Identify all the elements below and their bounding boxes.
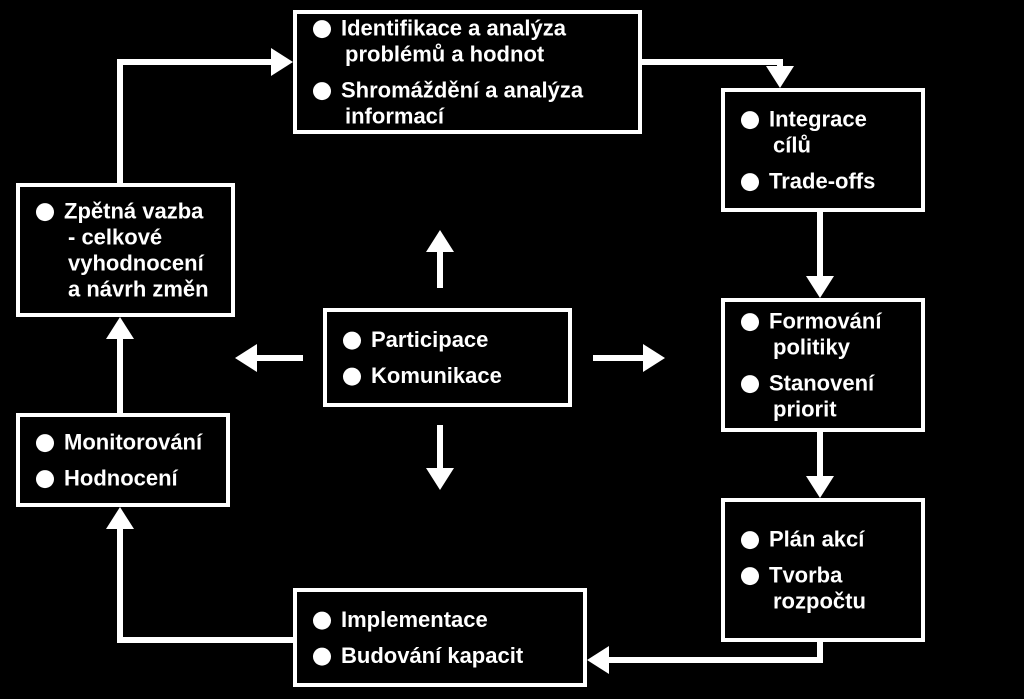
bullet-icon	[741, 313, 759, 331]
node-label: Hodnocení	[64, 466, 179, 491]
arrow-head-icon	[271, 48, 293, 76]
node-label: Identifikace a analýza	[341, 16, 567, 41]
connector-arrow	[640, 62, 780, 75]
arrow-head-icon	[106, 507, 134, 529]
node-label: Integrace	[769, 107, 867, 132]
arrow-head-icon	[806, 476, 834, 498]
bullet-icon	[741, 173, 759, 191]
bullet-icon	[313, 82, 331, 100]
node-label: Formování	[769, 309, 882, 334]
node-label: a návrh změn	[68, 277, 209, 302]
bullet-icon	[741, 531, 759, 549]
node-label: Plán akcí	[769, 527, 865, 552]
bullet-icon	[741, 111, 759, 129]
node-label: politiky	[773, 335, 851, 360]
process-node-n4: Plán akcí Tvorbarozpočtu	[723, 500, 923, 640]
bullet-icon	[741, 567, 759, 585]
arrow-head-icon	[766, 66, 794, 88]
arrow-head-icon	[587, 646, 609, 674]
node-label: Trade-offs	[769, 169, 875, 194]
node-label: vyhodnocení	[68, 251, 205, 276]
process-node-n6: Monitorování Hodnocení	[18, 415, 228, 505]
arrow-head-icon	[235, 344, 257, 372]
bullet-icon	[36, 470, 54, 488]
node-label: Zpětná vazba	[64, 199, 204, 224]
node-label: Komunikace	[371, 363, 502, 388]
node-label: problémů a hodnot	[345, 42, 545, 67]
process-node-n1: Identifikace a analýzaproblémů a hodnot S…	[295, 12, 640, 132]
arrow-head-icon	[806, 276, 834, 298]
process-node-n5: Implementace Budování kapacit	[295, 590, 585, 685]
process-node-n7: Zpětná vazba- celkovévyhodnocenía návrh …	[18, 185, 233, 315]
node-label: priorit	[773, 397, 837, 422]
arrow-head-icon	[426, 230, 454, 252]
node-label: Monitorování	[64, 430, 203, 455]
node-label: Shromáždění a analýza	[341, 78, 584, 103]
process-node-center: Participace Komunikace	[325, 310, 570, 405]
bullet-icon	[741, 375, 759, 393]
node-label: Tvorba	[769, 563, 843, 588]
bullet-icon	[343, 332, 361, 350]
node-label: rozpočtu	[773, 589, 866, 614]
node-label: cílů	[773, 133, 811, 158]
process-node-n2: Integracecílů Trade-offs	[723, 90, 923, 210]
bullet-icon	[36, 203, 54, 221]
node-label: Participace	[371, 327, 488, 352]
node-label: Budování kapacit	[341, 643, 524, 668]
bullet-icon	[343, 368, 361, 386]
arrow-head-icon	[106, 317, 134, 339]
connector-arrow	[600, 640, 820, 660]
bullet-icon	[313, 612, 331, 630]
arrow-head-icon	[643, 344, 665, 372]
bullet-icon	[36, 434, 54, 452]
node-label: - celkové	[68, 225, 162, 250]
bullet-icon	[313, 20, 331, 38]
node-label: Implementace	[341, 607, 488, 632]
node-label: Stanovení	[769, 371, 875, 396]
process-node-n3: Formovánípolitiky Stanovenípriorit	[723, 300, 923, 430]
bullet-icon	[313, 648, 331, 666]
connector-arrow	[120, 62, 280, 183]
process-cycle-diagram: Identifikace a analýzaproblémů a hodnot S…	[0, 0, 1024, 699]
node-label: informací	[345, 104, 445, 129]
arrow-head-icon	[426, 468, 454, 490]
connector-arrow	[120, 520, 293, 640]
